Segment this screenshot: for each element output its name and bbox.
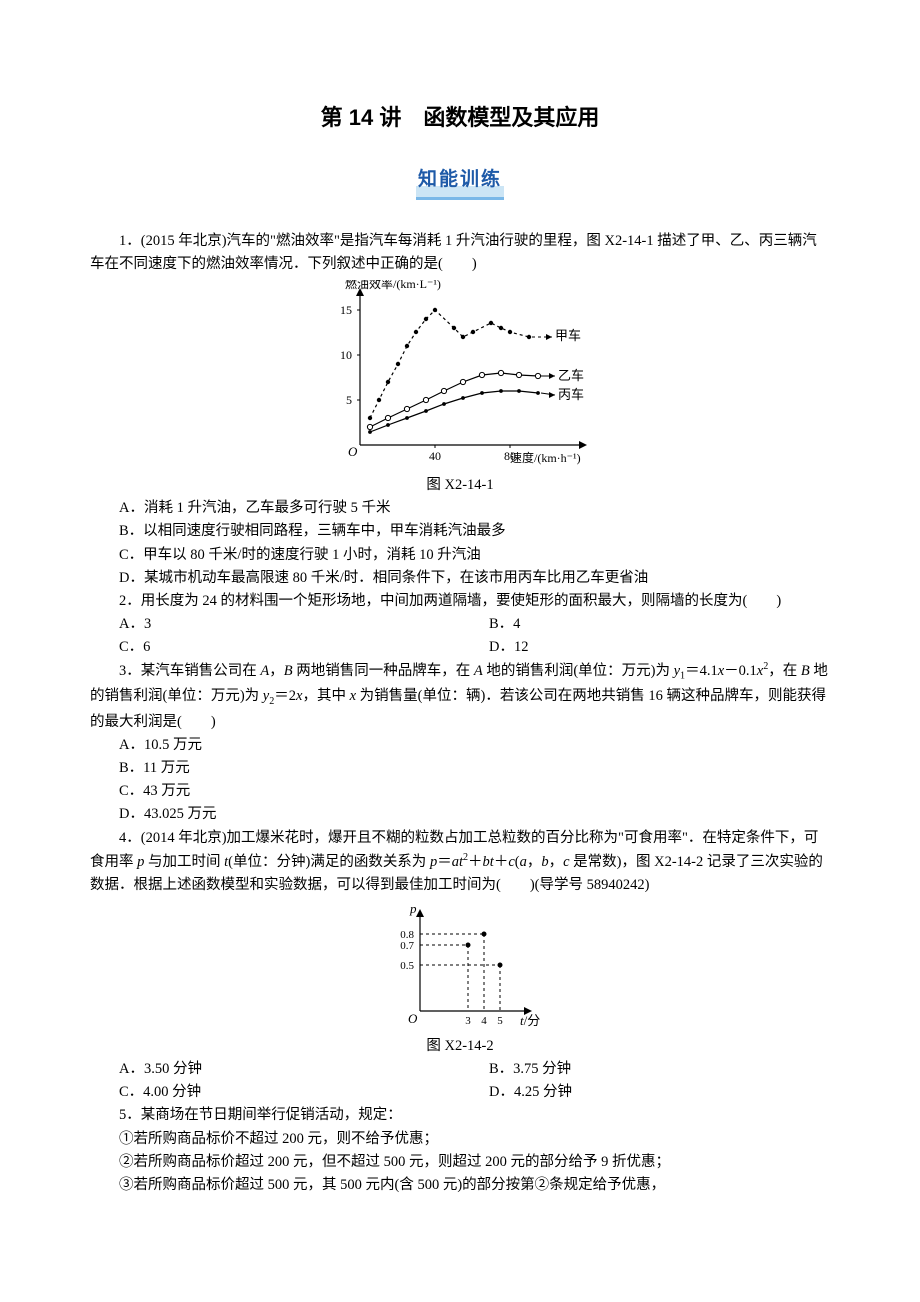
q5-intro: 5．某商场在节日期间举行促销活动，规定： xyxy=(90,1104,830,1127)
svg-text:0.8: 0.8 xyxy=(400,929,414,941)
q3-text: 3．某汽车销售公司在 A，B 两地销售同一种品牌车，在 A 地的销售利润(单位：… xyxy=(90,659,830,733)
svg-text:乙车: 乙车 xyxy=(558,368,584,383)
q2-optC: C．6 xyxy=(90,636,460,659)
svg-text:0.5: 0.5 xyxy=(400,960,414,972)
svg-text:4: 4 xyxy=(481,1015,487,1027)
q4-figure: p t/分 O 0.5 0.7 0.8 3 4 5 xyxy=(90,901,830,1031)
q3-optD: D．43.025 万元 xyxy=(90,803,830,826)
svg-text:燃油效率/(km·L⁻¹): 燃油效率/(km·L⁻¹) xyxy=(345,280,441,291)
svg-text:0.7: 0.7 xyxy=(400,940,414,952)
section-label-wrap: 知能训练 xyxy=(90,165,830,199)
q5-r3: ③若所购商品标价超过 500 元，其 500 元内(含 500 元)的部分按第②… xyxy=(90,1174,830,1197)
q4-optC: C．4.00 分钟 xyxy=(90,1081,460,1104)
q1-optB: B．以相同速度行驶相同路程，三辆车中，甲车消耗汽油最多 xyxy=(90,520,830,543)
svg-text:10: 10 xyxy=(340,348,352,362)
q1-optD: D．某城市机动车最高限速 80 千米/时．相同条件下，在该市用丙车比用乙车更省油 xyxy=(90,567,830,590)
q4-optD: D．4.25 分钟 xyxy=(460,1081,830,1104)
q3-optB: B．11 万元 xyxy=(90,757,830,780)
q1-optA: A．消耗 1 升汽油，乙车最多可行驶 5 千米 xyxy=(90,497,830,520)
q3-optC: C．43 万元 xyxy=(90,780,830,803)
q5-r2: ②若所购商品标价超过 200 元，但不超过 500 元，则超过 200 元的部分… xyxy=(90,1151,830,1174)
svg-text:80: 80 xyxy=(504,449,516,463)
q4-optA: A．3.50 分钟 xyxy=(90,1058,460,1081)
svg-text:丙车: 丙车 xyxy=(558,387,584,402)
svg-text:p: p xyxy=(409,901,417,916)
svg-text:甲车: 甲车 xyxy=(555,328,581,343)
svg-text:t/分: t/分 xyxy=(520,1013,540,1028)
q1-fig-caption: 图 X2-14-1 xyxy=(90,474,830,497)
q2-optA: A．3 xyxy=(90,613,460,636)
page-title: 第 14 讲 函数模型及其应用 xyxy=(90,100,830,135)
q5-r1: ①若所购商品标价不超过 200 元，则不给予优惠； xyxy=(90,1128,830,1151)
svg-text:5: 5 xyxy=(346,393,352,407)
svg-text:O: O xyxy=(348,444,358,459)
q4-text: 4．(2014 年北京)加工爆米花时，爆开且不糊的粒数占加工总粒数的百分比称为"… xyxy=(90,827,830,897)
svg-text:15: 15 xyxy=(340,303,352,317)
svg-text:O: O xyxy=(408,1011,418,1026)
q2-text: 2．用长度为 24 的材料围一个矩形场地，中间加两道隔墙，要使矩形的面积最大，则… xyxy=(90,590,830,613)
q3-optA: A．10.5 万元 xyxy=(90,734,830,757)
q2-optB: B．4 xyxy=(460,613,830,636)
q1-figure: 燃油效率/(km·L⁻¹) 速度/(km·h⁻¹) O 5 10 15 40 8… xyxy=(90,280,830,470)
section-label: 知能训练 xyxy=(416,165,504,199)
q4-fig-caption: 图 X2-14-2 xyxy=(90,1035,830,1058)
svg-text:3: 3 xyxy=(465,1015,471,1027)
q4-optB: B．3.75 分钟 xyxy=(460,1058,830,1081)
q1-intro: 1．(2015 年北京)汽车的"燃油效率"是指汽车每消耗 1 升汽油行驶的里程，… xyxy=(90,230,830,276)
q1-optC: C．甲车以 80 千米/时的速度行驶 1 小时，消耗 10 升汽油 xyxy=(90,544,830,567)
svg-text:速度/(km·h⁻¹): 速度/(km·h⁻¹) xyxy=(510,450,581,465)
svg-text:40: 40 xyxy=(429,449,441,463)
q2-optD: D．12 xyxy=(460,636,830,659)
svg-text:5: 5 xyxy=(497,1015,503,1027)
